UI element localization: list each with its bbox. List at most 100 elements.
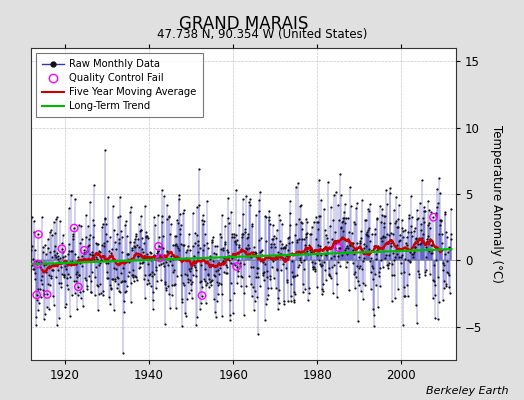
Point [248, 293, 256, 299]
Point [256, 188, 265, 195]
Point [100, 252, 108, 259]
Point [324, 250, 333, 257]
Point [204, 276, 213, 282]
Point [386, 185, 394, 192]
Point [373, 215, 381, 221]
Point [284, 298, 292, 304]
Point [379, 220, 388, 226]
Point [35, 300, 43, 306]
Point [43, 291, 51, 298]
Point [151, 252, 159, 259]
Point [344, 236, 352, 242]
Point [235, 222, 244, 228]
Point [266, 276, 274, 282]
Point [420, 204, 428, 210]
Point [131, 243, 139, 250]
Point [275, 287, 283, 293]
Point [407, 192, 415, 199]
Point [155, 243, 163, 250]
Point [429, 214, 438, 220]
Point [252, 212, 260, 218]
Point [390, 295, 399, 301]
Point [89, 216, 97, 223]
Point [216, 264, 224, 271]
Point [126, 280, 135, 286]
Point [163, 216, 171, 222]
Point [268, 264, 276, 270]
Point [347, 241, 356, 247]
Point [385, 232, 393, 238]
Point [41, 268, 49, 274]
Point [167, 292, 176, 298]
Point [102, 260, 111, 266]
Point [233, 237, 242, 243]
Point [260, 277, 268, 283]
Point [425, 220, 433, 226]
Point [104, 194, 113, 200]
Point [121, 222, 129, 228]
Point [93, 282, 102, 288]
Point [269, 222, 278, 228]
Text: 47.738 N, 90.354 W (United States): 47.738 N, 90.354 W (United States) [157, 28, 367, 41]
Point [352, 245, 361, 251]
Point [68, 248, 76, 254]
Point [304, 242, 313, 248]
Point [237, 231, 246, 237]
Point [112, 246, 121, 252]
Point [116, 213, 124, 220]
Point [152, 264, 160, 270]
Point [203, 280, 211, 286]
Point [51, 230, 59, 236]
Point [129, 274, 137, 280]
Point [307, 245, 315, 252]
Point [89, 252, 97, 258]
Point [412, 234, 420, 241]
Point [62, 301, 71, 307]
Point [255, 208, 264, 214]
Point [215, 280, 223, 286]
Point [312, 218, 321, 225]
Point [373, 246, 381, 253]
Point [137, 213, 146, 220]
Point [329, 241, 337, 247]
Point [315, 177, 323, 184]
Point [415, 274, 423, 280]
Text: Berkeley Earth: Berkeley Earth [426, 386, 508, 396]
Point [342, 243, 351, 249]
Point [278, 241, 287, 248]
Point [208, 239, 216, 246]
Point [67, 191, 75, 198]
Point [36, 264, 45, 270]
Point [342, 264, 351, 270]
Point [215, 271, 224, 278]
Point [426, 236, 434, 242]
Point [318, 286, 326, 293]
Point [144, 277, 152, 283]
Point [101, 146, 109, 153]
Point [311, 260, 319, 267]
Point [173, 243, 182, 249]
Point [137, 227, 145, 233]
Point [252, 274, 260, 280]
Point [213, 242, 221, 249]
Point [130, 273, 139, 279]
Point [179, 242, 187, 248]
Point [113, 274, 122, 280]
Point [45, 262, 53, 269]
Point [61, 253, 70, 260]
Point [401, 255, 410, 262]
Point [256, 249, 264, 255]
Point [264, 285, 272, 291]
Point [291, 273, 300, 280]
Point [118, 278, 127, 284]
Point [222, 262, 230, 268]
Point [422, 254, 431, 260]
Point [95, 248, 104, 255]
Point [370, 312, 378, 318]
Point [53, 252, 62, 259]
Point [429, 294, 438, 301]
Point [165, 212, 173, 219]
Point [265, 208, 274, 214]
Point [193, 232, 201, 238]
Point [422, 267, 430, 274]
